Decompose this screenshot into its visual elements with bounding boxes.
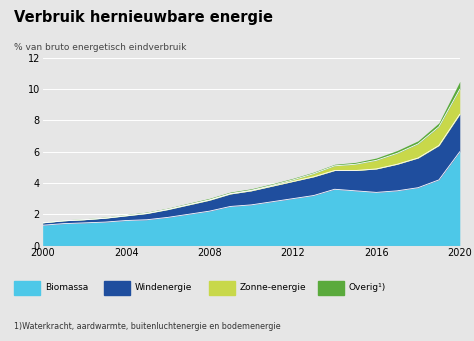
Text: % van bruto energetisch eindverbruik: % van bruto energetisch eindverbruik <box>14 43 187 51</box>
Text: Biomassa: Biomassa <box>45 283 88 292</box>
Text: Overig¹): Overig¹) <box>348 283 386 292</box>
Text: Zonne-energie: Zonne-energie <box>239 283 306 292</box>
Text: Windenergie: Windenergie <box>135 283 192 292</box>
Text: Verbruik hernieuwbare energie: Verbruik hernieuwbare energie <box>14 10 273 25</box>
Text: 1)Waterkracht, aardwarmte, buitenluchtenergie en bodemenergie: 1)Waterkracht, aardwarmte, buitenluchten… <box>14 322 281 331</box>
